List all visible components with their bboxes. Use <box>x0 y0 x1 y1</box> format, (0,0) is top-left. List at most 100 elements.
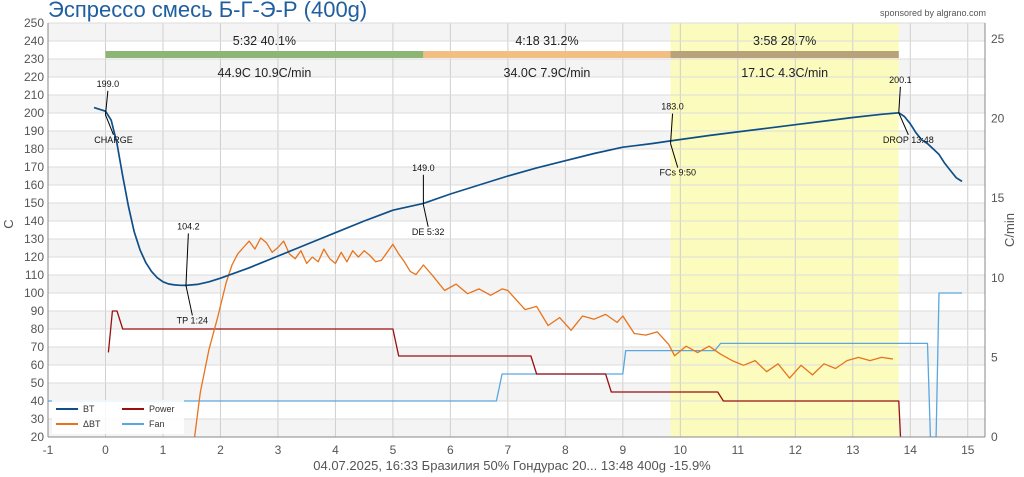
x-tick-label: 7 <box>505 443 512 457</box>
phase-label: 4:18 31.2% <box>515 34 578 48</box>
event-leader-down <box>185 285 193 316</box>
y-tick-label: 110 <box>25 268 44 282</box>
event-label: FCs 9:50 <box>660 168 697 178</box>
x-tick-label: 11 <box>732 443 745 457</box>
x-tick-label: 15 <box>961 443 975 457</box>
x-tick-label: 6 <box>447 443 454 457</box>
legend-dbt-swatch <box>56 423 78 425</box>
event-leader-down <box>670 143 679 168</box>
legend-dbt: ΔBT <box>56 417 101 431</box>
y-axis-label: C <box>1 219 16 228</box>
y-tick-label: 80 <box>31 322 45 336</box>
y-tick-label: 160 <box>24 178 44 192</box>
y2-tick-label: 25 <box>991 32 1005 46</box>
x-tick-label: 0 <box>102 443 109 457</box>
x-tick-label: 1 <box>160 443 167 457</box>
phase-stat: 44.9C 10.9C/min <box>218 66 312 80</box>
phase-bar-0 <box>105 51 424 58</box>
x-tick-label: 8 <box>562 443 569 457</box>
legend-bt: BT <box>56 402 95 416</box>
legend-power: Power <box>122 402 175 416</box>
event-value: 104.2 <box>177 221 200 231</box>
series-line-dbt <box>193 237 894 437</box>
sponsor-text: sponsored by algrano.com <box>879 8 986 18</box>
event-value: 149.0 <box>412 163 435 173</box>
y2-axis-label: C/min <box>1002 213 1017 247</box>
phase-label: 3:58 28.7% <box>753 34 816 48</box>
y-tick-label: 30 <box>31 412 45 426</box>
x-tick-label: 12 <box>789 443 803 457</box>
y2-tick-label: 10 <box>991 271 1005 285</box>
phase-stat: 34.0C 7.9C/min <box>504 66 591 80</box>
event-value: 183.0 <box>661 102 684 112</box>
y-tick-label: 100 <box>24 286 44 300</box>
legend-fan-swatch <box>122 423 144 425</box>
y-tick-label: 200 <box>24 106 44 120</box>
event-leader-up <box>670 113 674 144</box>
legend-power-label: Power <box>149 404 175 414</box>
phase-bar-2 <box>670 51 899 58</box>
event-leader-down <box>898 112 909 136</box>
phase-label: 5:32 40.1% <box>233 34 296 48</box>
x-tick-label: 3 <box>275 443 282 457</box>
phase-bar-1 <box>423 51 671 58</box>
event-leader-down <box>105 114 114 135</box>
x-tick-label: 10 <box>674 443 688 457</box>
event-value: 199.0 <box>97 79 120 89</box>
x-tick-label: 14 <box>904 443 918 457</box>
series-line-bt <box>93 106 963 287</box>
y-tick-label: 20 <box>31 430 45 444</box>
event-value: 200.1 <box>889 75 912 85</box>
event-label: DROP 13:48 <box>883 135 934 145</box>
y2-tick-label: 0 <box>991 430 998 444</box>
y-tick-label: 240 <box>24 34 44 48</box>
x-tick-label: 2 <box>217 443 224 457</box>
chart-title: Эспрессо смесь Б-Г-Э-Р (400g) <box>48 0 368 22</box>
y-tick-label: 230 <box>24 52 44 66</box>
event-label: TP 1:24 <box>177 315 208 325</box>
y-tick-label: 190 <box>24 124 44 138</box>
y-tick-label: 250 <box>24 16 44 30</box>
y-tick-label: 170 <box>24 160 44 174</box>
series-line-power <box>107 310 902 437</box>
event-label: CHARGE <box>94 135 133 145</box>
x-tick-label: -1 <box>43 443 54 457</box>
legend-bt-swatch <box>56 408 78 410</box>
event-leader-down <box>422 204 429 227</box>
x-tick-label: 9 <box>620 443 627 457</box>
y-tick-label: 50 <box>31 376 45 390</box>
y-tick-label: 40 <box>31 394 45 408</box>
y-tick-label: 140 <box>24 214 44 228</box>
y-tick-label: 90 <box>31 304 45 318</box>
y2-tick-label: 15 <box>991 191 1005 205</box>
event-leader-up <box>898 86 901 113</box>
legend-fan: Fan <box>122 417 165 431</box>
legend-fan-label: Fan <box>149 419 165 429</box>
legend-power-swatch <box>122 408 144 410</box>
x-tick-label: 4 <box>332 443 339 457</box>
legend-dbt-label: ΔBT <box>83 419 101 429</box>
x-tick-label: 5 <box>390 443 397 457</box>
phase-stat: 17.1C 4.3C/min <box>741 66 828 80</box>
event-leader-up <box>104 90 109 115</box>
y-tick-label: 180 <box>24 142 44 156</box>
y-tick-label: 70 <box>31 340 45 354</box>
x-tick-label: 13 <box>846 443 860 457</box>
y-tick-label: 150 <box>24 196 44 210</box>
y-tick-label: 210 <box>24 88 44 102</box>
y2-tick-label: 5 <box>991 350 998 364</box>
y-tick-label: 220 <box>24 70 44 84</box>
legend-bt-label: BT <box>83 404 95 414</box>
y-tick-label: 130 <box>24 232 44 246</box>
development-highlight <box>670 23 899 437</box>
y-tick-label: 120 <box>24 250 44 264</box>
series-line-fan <box>48 292 962 437</box>
y-tick-label: 60 <box>31 358 45 372</box>
roast-summary-footer: 04.07.2025, 16:33 Бразилия 50% Гондурас … <box>313 458 711 473</box>
event-leader-up <box>185 233 189 286</box>
y2-tick-label: 20 <box>991 112 1005 126</box>
chart-legend: BT ΔBT Power Fan <box>52 400 184 434</box>
event-label: DE 5:32 <box>412 227 445 237</box>
